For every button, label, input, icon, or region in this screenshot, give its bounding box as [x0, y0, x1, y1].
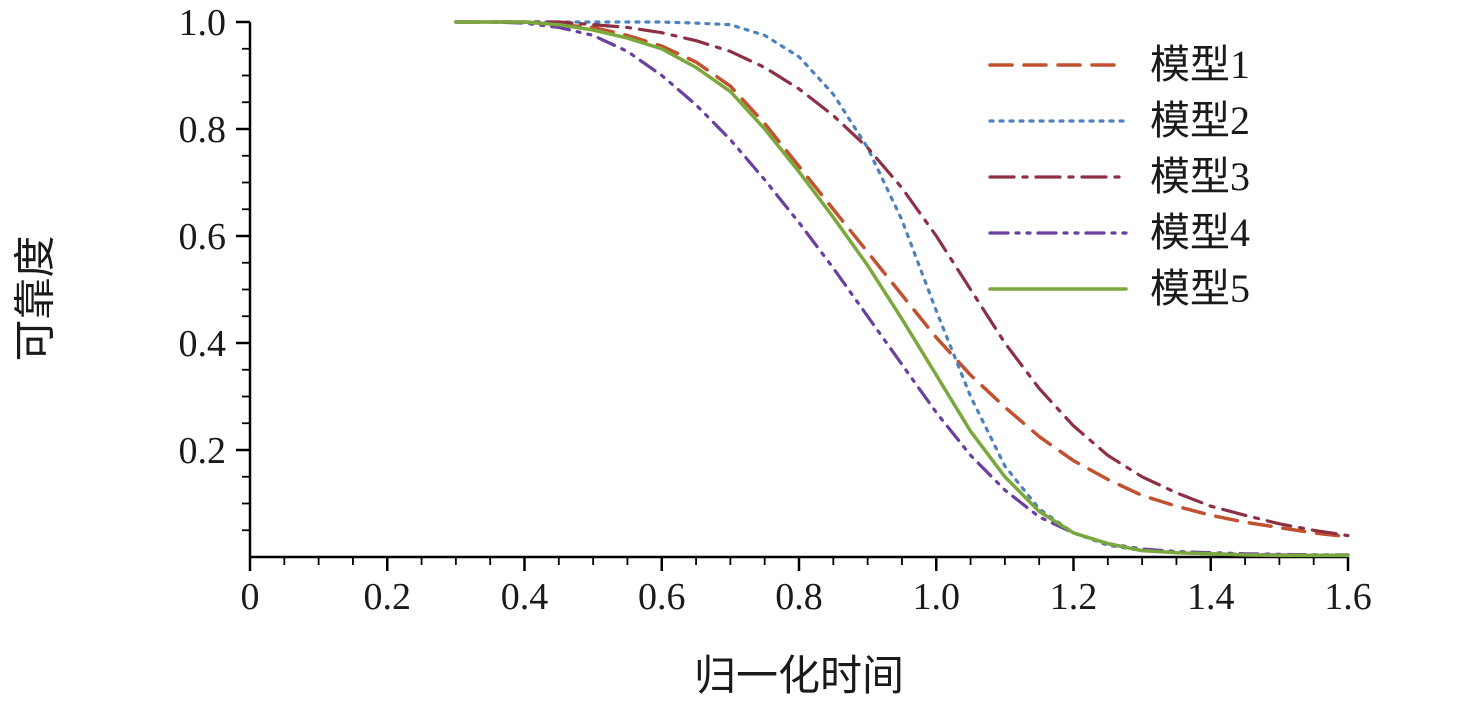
x-tick-label: 0.8 [775, 576, 823, 618]
legend: 模型1 模型2 模型3 模型4 模型5 [988, 44, 1250, 310]
legend-label: 模型2 [1150, 98, 1250, 143]
legend-label: 模型4 [1150, 210, 1250, 255]
legend-label: 模型1 [1150, 42, 1250, 87]
x-tick-label: 0.2 [364, 576, 412, 618]
x-tick-label: 1.6 [1324, 576, 1372, 618]
series-line-2 [454, 20, 1350, 558]
legend-line-sample [988, 119, 1128, 123]
x-tick-label: 1.2 [1050, 576, 1098, 618]
series-line-1 [454, 20, 1350, 539]
legend-item-1: 模型1 [988, 44, 1250, 86]
legend-line-sample [988, 287, 1128, 291]
x-tick-label: 0.6 [638, 576, 686, 618]
y-axis-label: 可靠度 [13, 235, 60, 362]
legend-line-sample [988, 63, 1128, 67]
legend-label: 模型3 [1150, 154, 1250, 199]
x-tick-label: 1.4 [1187, 576, 1235, 618]
y-tick-label: 0.6 [179, 216, 227, 258]
series-line-3 [454, 20, 1350, 538]
legend-line-sample [988, 231, 1128, 235]
legend-item-5: 模型5 [988, 268, 1250, 310]
legend-item-3: 模型3 [988, 156, 1250, 198]
x-axis-label: 归一化时间 [693, 654, 904, 700]
legend-line-sample [988, 175, 1128, 179]
y-tick-label: 1.0 [179, 2, 227, 44]
y-tick-label: 0.8 [179, 109, 227, 151]
x-tick-label: 0 [241, 576, 260, 618]
x-tick-label: 0.4 [501, 576, 549, 618]
y-tick-label: 0.2 [179, 430, 227, 472]
legend-item-4: 模型4 [988, 212, 1250, 254]
legend-item-2: 模型2 [988, 100, 1250, 142]
legend-label: 模型5 [1150, 266, 1250, 311]
x-tick-label: 1.0 [913, 576, 961, 618]
series-line-5 [454, 20, 1350, 558]
y-tick-label: 0.4 [179, 323, 227, 365]
